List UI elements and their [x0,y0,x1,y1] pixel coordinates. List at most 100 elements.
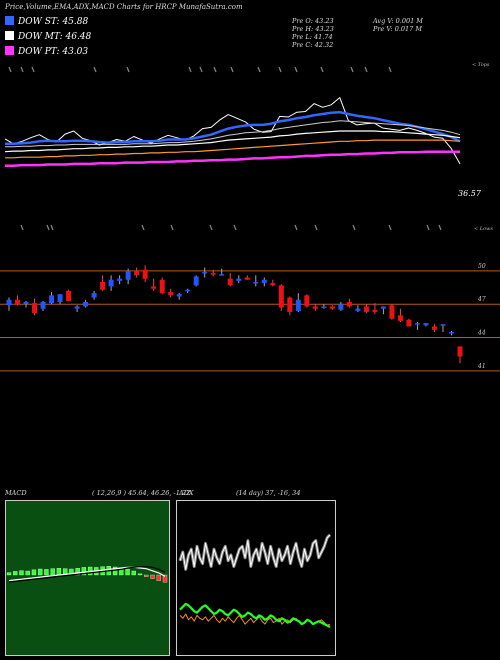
date-tick [20,66,24,73]
macd-histogram-bar [112,566,118,576]
ema-last-label: 36.57 [458,189,482,198]
candle-body [15,299,21,305]
candle-body [66,290,72,301]
legend-swatch-icon [5,46,14,55]
candle-body [134,270,140,276]
legend-label: DOW ST: 45.88 [18,17,89,27]
candle-body [193,276,199,286]
macd-marks [6,565,168,583]
macd-histogram-bar [44,569,49,576]
date-tick [20,224,24,231]
ema-series-line [5,110,461,146]
candle-body [287,297,293,312]
level-label: 41 [477,363,486,370]
candle-body [431,326,437,330]
info-open: Pre O: 43.23 [292,17,334,25]
legend-swatch-icon [5,16,14,25]
ema-series-line [5,150,460,167]
candle-body [346,302,352,307]
date-tick [278,66,282,73]
date-tick [388,224,392,231]
candle-body [185,289,191,292]
date-tick [350,66,354,73]
candle-body [236,278,242,281]
candle-body [32,303,38,314]
adx-chart [176,500,336,656]
macd-histogram-bar [56,568,62,576]
candle-body [151,286,157,289]
candle-body [108,279,114,287]
adx-series-line [179,534,331,570]
candle-body [278,285,284,308]
macd-histogram-bar [63,568,68,576]
legend-label: DOW PT: 43.03 [18,47,89,57]
macd-histogram-bar [50,568,55,576]
date-tick [213,66,217,73]
candle-body [414,323,420,325]
candle-body [304,295,310,307]
info-high: Pre H: 43.23 [292,25,334,33]
date-tick [426,224,430,231]
date-tick [352,224,356,231]
macd-line [8,566,166,582]
legend-dow-st: DOW ST: 45.88 [5,16,88,28]
candle-body [338,304,344,310]
candle-body [295,299,301,311]
macd-histogram-bar [144,574,149,577]
legend-dow-pt: DOW PT: 43.03 [5,46,88,58]
adx-frame [176,500,336,656]
date-tick [8,66,12,73]
candle-body [6,299,12,306]
ema-series-line [4,97,461,165]
info-avg-volume: Avg V: 0.001 M [373,17,423,25]
legend-label: DOW MT: 46.48 [18,32,92,42]
legend-swatch-icon [5,31,14,40]
macd-histogram-bar [131,570,136,576]
date-tick [141,224,145,231]
macd-chart [5,500,170,656]
candle-body [202,272,208,274]
macd-histogram-bar [156,574,161,581]
macd-histogram-bar [75,568,80,576]
candle-body [253,282,259,284]
candle-body [159,279,165,294]
level-label: 50 [478,263,486,270]
adx-params: (14 day) 37, -16, 34 [236,489,301,497]
macd-params: ( 12,26,9 ) 45.64, 46.26, -1.22 [92,489,191,497]
date-tick [170,224,174,231]
candle-body [312,306,318,309]
ema-chart: < Tops 36.57 [4,62,490,198]
candle-body [40,302,46,309]
date-tick [126,66,130,73]
date-tick [438,224,442,231]
ema-series-line [4,130,461,153]
candle-body [142,269,148,279]
candle-body [355,308,361,311]
legend-dow-mt: DOW MT: 46.48 [5,31,91,43]
candle-body [372,309,378,312]
candle-body [363,306,369,312]
candle-body [83,302,89,307]
adx-title: ADX [179,489,194,497]
date-tick [294,224,298,231]
macd-histogram-bar [150,574,155,579]
macd-histogram-bar [25,570,30,576]
candles [6,265,463,364]
macd-histogram-bar [31,569,37,576]
candle-body [74,306,80,309]
date-tick [50,224,54,231]
date-tick [93,66,97,73]
macd-histogram-bar [38,568,43,576]
date-tick [314,224,318,231]
macd-histogram-bar [125,568,130,576]
date-tick [257,66,261,73]
candle-body [261,279,267,284]
candle-body [448,332,454,334]
page-title: Price,Volume,EMA,ADX,MACD Charts for HRC… [5,3,243,11]
level-label: 47 [477,296,486,303]
candle-body [244,277,250,280]
macd-histogram-bar [81,567,87,576]
macd-histogram-bar [19,570,24,576]
date-tick [46,224,50,231]
